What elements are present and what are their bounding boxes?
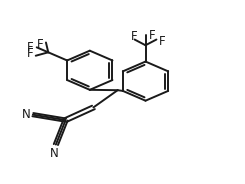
Text: F: F [131,31,138,43]
Text: F: F [27,41,34,54]
Text: F: F [148,29,155,42]
Text: F: F [159,35,165,48]
Text: F: F [27,47,34,60]
Text: F: F [37,38,44,51]
Text: N: N [22,108,30,121]
Text: N: N [50,148,59,160]
